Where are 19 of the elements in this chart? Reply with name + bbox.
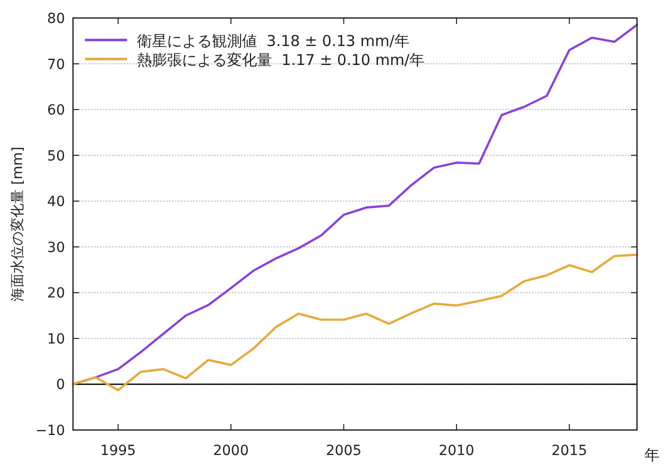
x-tick-label: 2000 (213, 443, 249, 459)
y-tick-label: −10 (35, 423, 65, 439)
y-tick-label: 50 (47, 148, 65, 164)
y-tick-label: 70 (47, 56, 65, 73)
x-tick-label: 2010 (438, 443, 474, 459)
y-tick-label: 10 (47, 331, 65, 348)
y-tick-label: 40 (47, 194, 65, 210)
x-axis-title: 年 (644, 446, 660, 464)
y-tick-label: 60 (47, 102, 65, 119)
y-tick-label: 80 (47, 11, 65, 27)
y-tick-label: 30 (47, 240, 65, 256)
legend-label: 衛星による観測値 3.18 ± 0.13 mm/年 (137, 32, 410, 50)
legend-label: 熱膨張による変化量 1.17 ± 0.10 mm/年 (137, 51, 424, 69)
x-tick-label: 2005 (326, 443, 362, 459)
x-tick-label: 1995 (100, 443, 136, 459)
y-tick-label: 20 (47, 286, 65, 302)
y-tick-label: 0 (56, 377, 65, 394)
y-axis-title: 海面水位の変化量 [mm] (10, 146, 26, 302)
x-tick-label: 2015 (552, 443, 588, 459)
